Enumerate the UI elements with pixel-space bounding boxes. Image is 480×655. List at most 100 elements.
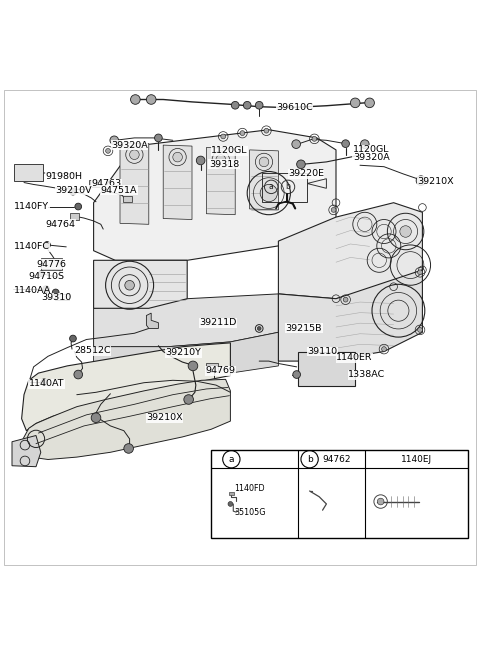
Text: 1120GL: 1120GL (353, 145, 389, 155)
Circle shape (228, 502, 233, 506)
Text: 94764: 94764 (46, 220, 75, 229)
Circle shape (343, 297, 348, 302)
Circle shape (125, 280, 134, 290)
Polygon shape (250, 150, 278, 210)
Text: 39210V: 39210V (55, 186, 92, 195)
Text: 39320A: 39320A (111, 141, 148, 149)
Text: 39310: 39310 (41, 293, 71, 302)
Bar (55, 294, 69, 299)
Text: 39220E: 39220E (288, 170, 324, 178)
Circle shape (297, 160, 305, 168)
Text: 35105G: 35105G (234, 508, 266, 517)
Circle shape (41, 379, 48, 386)
Text: 1140AT: 1140AT (29, 379, 64, 388)
Text: 94710S: 94710S (29, 272, 65, 280)
Text: b: b (307, 455, 312, 464)
Circle shape (264, 128, 269, 133)
Circle shape (342, 140, 349, 147)
Circle shape (350, 98, 360, 107)
Polygon shape (206, 147, 235, 215)
Text: 39320A: 39320A (353, 153, 390, 162)
Text: 39215B: 39215B (286, 324, 322, 333)
Circle shape (260, 185, 277, 202)
Text: 28512C: 28512C (74, 346, 111, 355)
Text: 94763: 94763 (91, 179, 121, 188)
Circle shape (184, 395, 193, 404)
Circle shape (52, 289, 59, 296)
Text: 1140FD: 1140FD (234, 483, 265, 493)
Circle shape (43, 286, 49, 293)
Circle shape (216, 155, 226, 164)
Text: 94751A: 94751A (101, 186, 137, 195)
Circle shape (131, 95, 140, 104)
Circle shape (70, 188, 76, 195)
Circle shape (259, 157, 269, 167)
Text: 94776: 94776 (36, 259, 66, 269)
Circle shape (377, 498, 384, 505)
Text: 39210X: 39210X (146, 413, 183, 422)
Polygon shape (94, 294, 278, 346)
Circle shape (312, 136, 317, 141)
Circle shape (173, 153, 182, 162)
Bar (89, 179, 101, 187)
Text: 39318: 39318 (209, 160, 239, 169)
Text: 1140ER: 1140ER (336, 353, 372, 362)
Circle shape (365, 98, 374, 107)
Circle shape (416, 176, 426, 185)
Circle shape (400, 226, 411, 237)
Circle shape (382, 346, 386, 352)
Circle shape (124, 443, 133, 453)
Text: b: b (286, 182, 290, 191)
Polygon shape (22, 343, 230, 431)
Circle shape (38, 271, 44, 276)
Text: 91980H: 91980H (46, 172, 83, 181)
Circle shape (231, 102, 239, 109)
Text: a: a (269, 182, 274, 191)
Text: 39110: 39110 (307, 347, 337, 356)
Text: 94769: 94769 (205, 366, 235, 375)
Bar (41, 258, 62, 270)
Circle shape (155, 134, 162, 141)
Bar (298, 352, 355, 386)
Polygon shape (23, 379, 230, 460)
Text: a: a (228, 455, 234, 464)
Circle shape (418, 328, 422, 332)
Polygon shape (94, 332, 278, 378)
Polygon shape (94, 260, 187, 309)
Circle shape (110, 136, 119, 145)
Circle shape (44, 242, 50, 248)
Text: 39210X: 39210X (418, 177, 454, 185)
Circle shape (221, 134, 226, 139)
Polygon shape (278, 270, 422, 361)
Text: 39610C: 39610C (276, 103, 313, 112)
Circle shape (360, 140, 369, 149)
Circle shape (292, 140, 300, 149)
Text: 1338AC: 1338AC (348, 370, 385, 379)
Circle shape (293, 371, 300, 379)
Text: 1140EJ: 1140EJ (401, 455, 432, 464)
Text: 39210Y: 39210Y (166, 348, 202, 358)
Bar (70, 214, 79, 219)
Bar (123, 196, 132, 202)
Circle shape (106, 149, 110, 153)
Polygon shape (120, 143, 149, 224)
Text: 1140FY: 1140FY (14, 202, 49, 211)
Bar (229, 492, 234, 495)
Polygon shape (94, 130, 336, 260)
Bar (14, 164, 43, 181)
Text: 94762: 94762 (323, 455, 351, 464)
Polygon shape (12, 436, 41, 467)
Circle shape (74, 370, 83, 379)
Circle shape (418, 270, 422, 274)
Circle shape (75, 203, 82, 210)
Circle shape (257, 327, 261, 330)
Bar (206, 363, 218, 371)
Text: 39211D: 39211D (199, 318, 237, 328)
Polygon shape (146, 313, 158, 328)
Circle shape (146, 95, 156, 104)
Circle shape (188, 361, 198, 371)
Text: 1140FC: 1140FC (13, 242, 49, 252)
Bar (299, 378, 354, 385)
Polygon shape (278, 202, 422, 299)
Circle shape (196, 156, 205, 165)
